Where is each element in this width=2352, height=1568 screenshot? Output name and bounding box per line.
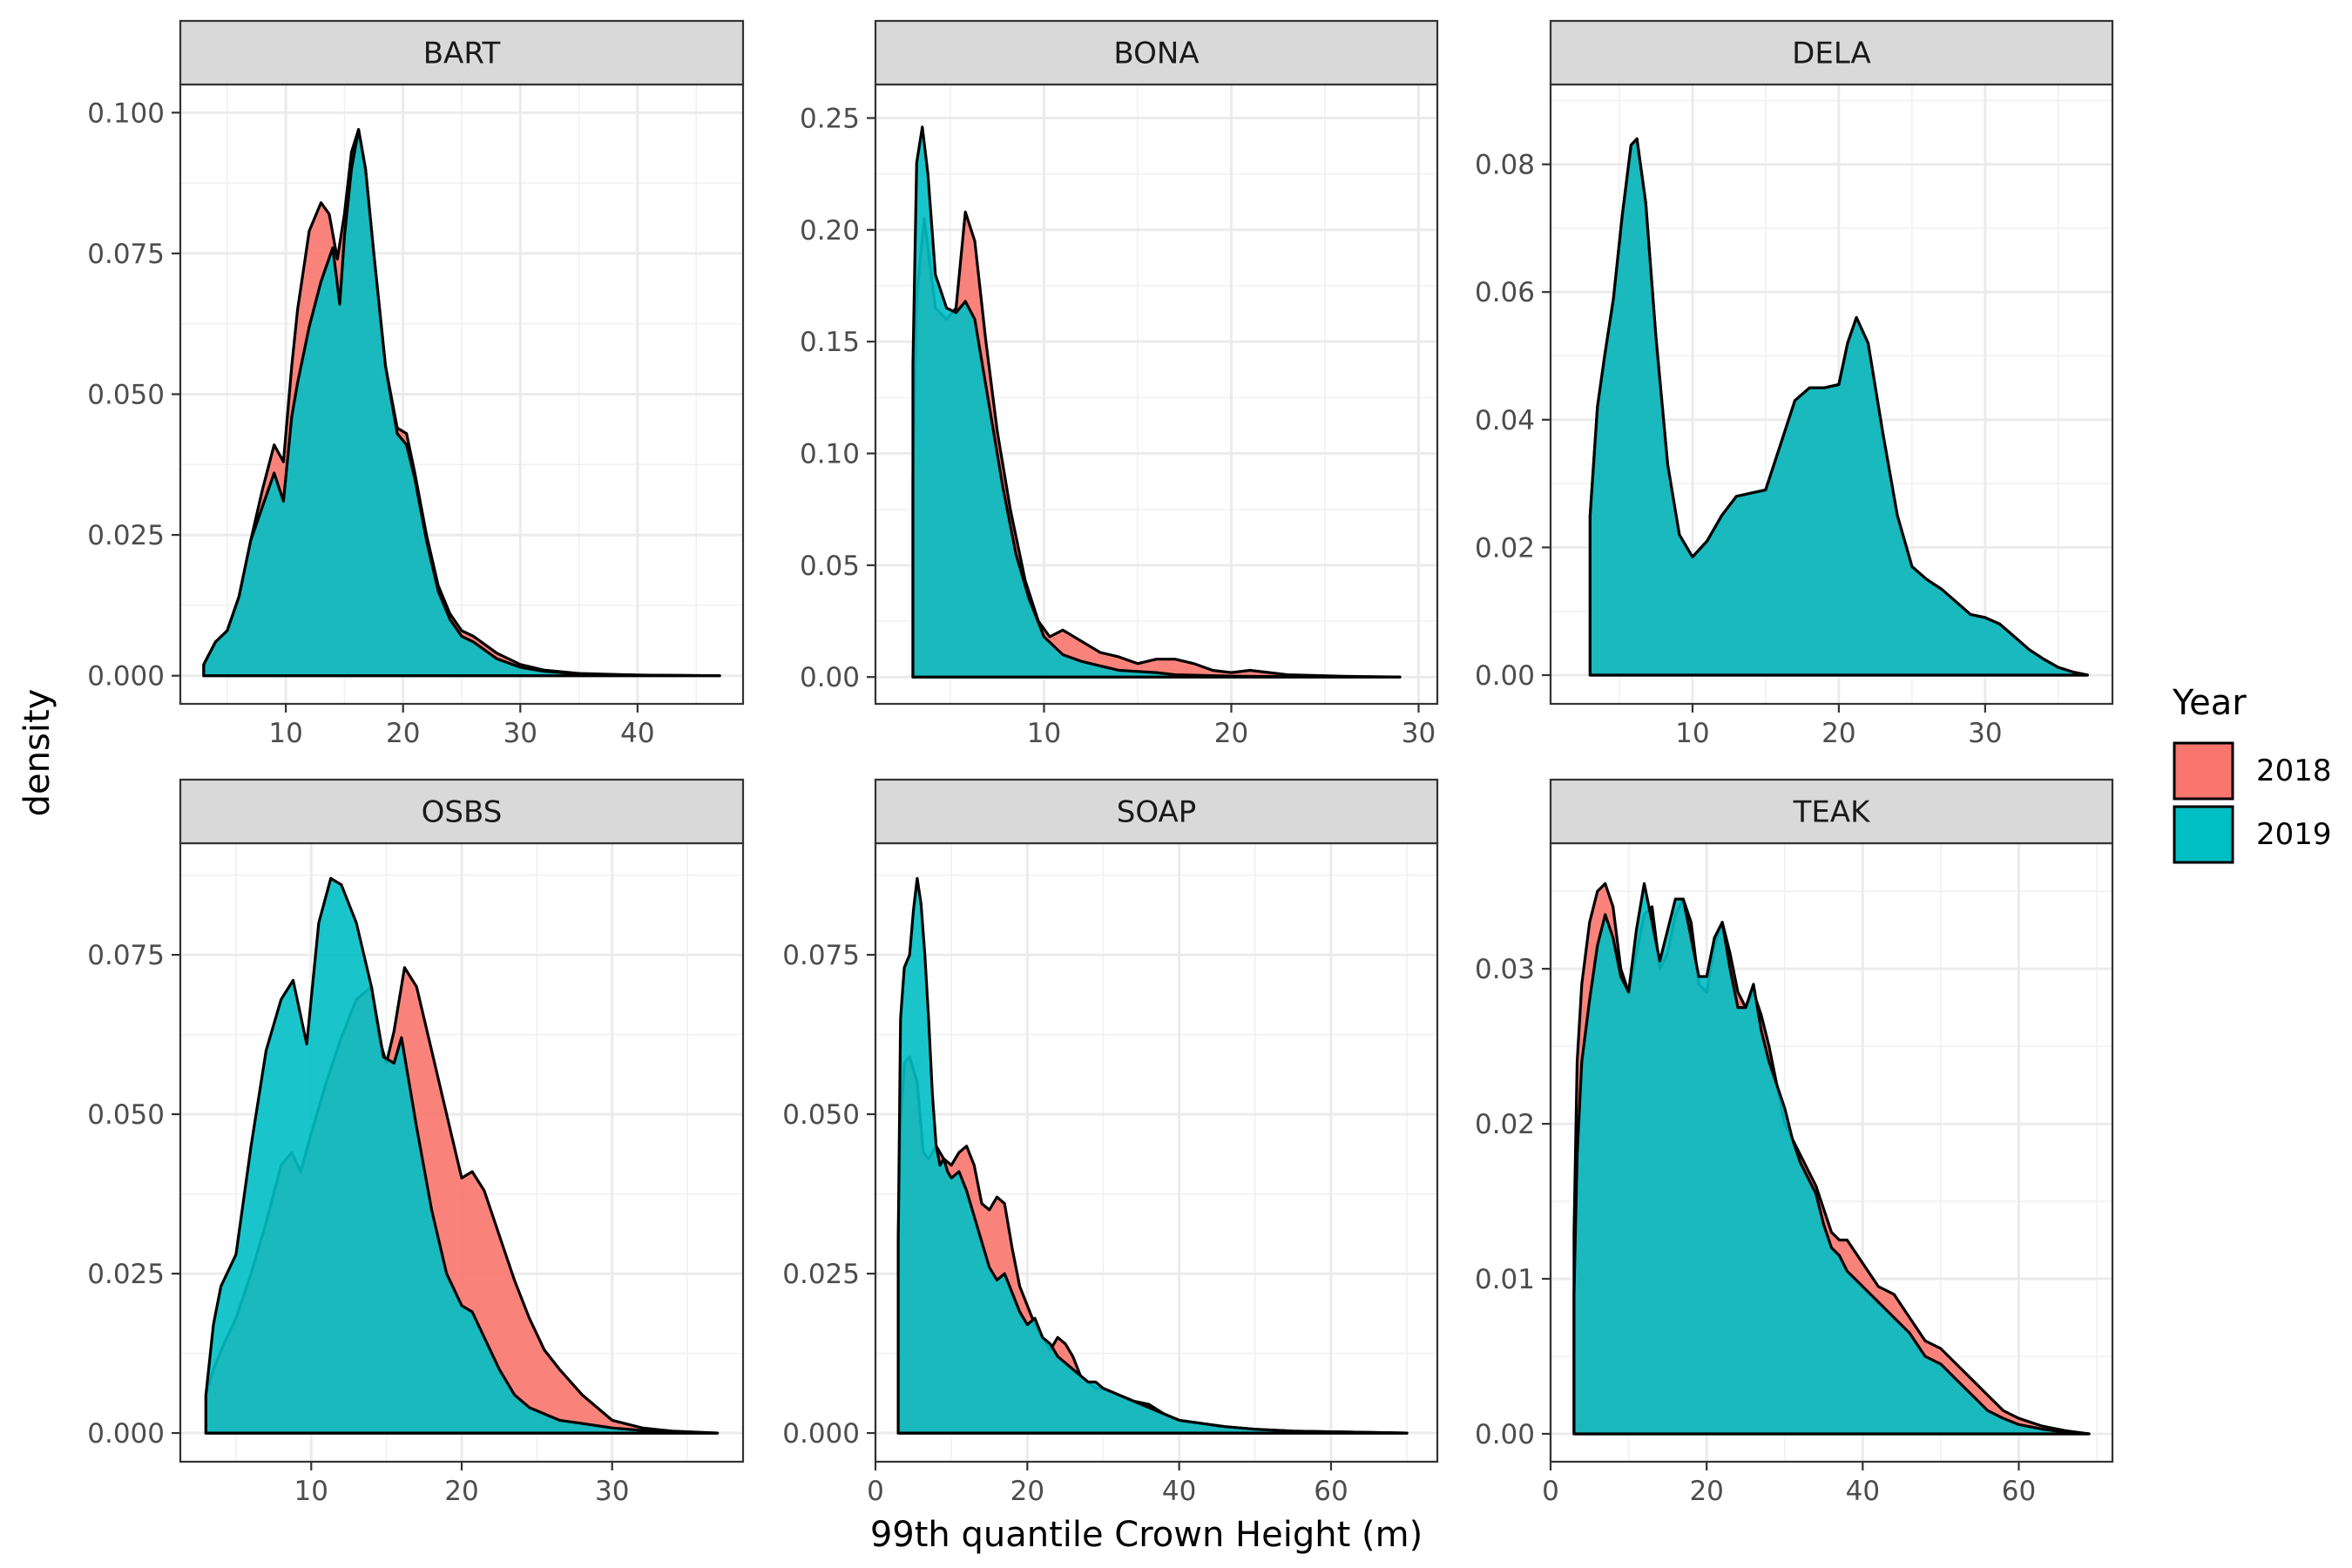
y-tick-label: 0.06 bbox=[1475, 277, 1535, 308]
x-tick-label: 20 bbox=[1010, 1476, 1044, 1507]
y-tick-label: 0.04 bbox=[1475, 405, 1535, 436]
x-tick-label: 20 bbox=[1689, 1476, 1723, 1507]
x-tick-label: 0 bbox=[867, 1476, 884, 1507]
x-tick-label: 10 bbox=[1027, 718, 1061, 749]
x-tick-label: 40 bbox=[1846, 1476, 1880, 1507]
y-tick-label: 0.050 bbox=[87, 1099, 165, 1131]
y-tick-label: 0.075 bbox=[87, 239, 165, 270]
y-tick-label: 0.100 bbox=[87, 98, 165, 129]
legend-key-2018 bbox=[2173, 741, 2234, 801]
y-axis-title: density bbox=[17, 689, 57, 817]
facet-dela: DELA 10 20 30 0.00 0.02 0.04 0.06 0.08 bbox=[1475, 19, 2114, 749]
y-tick-label: 0.000 bbox=[782, 1418, 860, 1450]
facet-strip-label: DELA bbox=[1792, 37, 1871, 71]
density-area-2019 bbox=[204, 876, 720, 1435]
x-tick-label: 20 bbox=[386, 718, 420, 749]
density-area-2019 bbox=[1572, 882, 2091, 1436]
y-tick-label: 0.00 bbox=[1475, 660, 1535, 692]
facet-strip-label: BONA bbox=[1113, 37, 1199, 71]
y-tick-label: 0.050 bbox=[782, 1099, 860, 1131]
y-tick-label: 0.05 bbox=[800, 551, 860, 582]
y-tick-label: 0.00 bbox=[800, 662, 860, 693]
facet-teak: TEAK 0 20 40 60 0.00 0.01 0.02 0.03 bbox=[1475, 778, 2114, 1507]
y-tick-label: 0.15 bbox=[800, 327, 860, 358]
facet-bona: BONA 10 20 30 0.00 0.05 0.10 0.15 0.20 0.25 bbox=[800, 19, 1439, 749]
x-tick-label: 10 bbox=[268, 718, 302, 749]
facet-strip bbox=[179, 19, 745, 86]
y-tick-label: 0.000 bbox=[87, 1418, 165, 1450]
y-tick-label: 0.10 bbox=[800, 439, 860, 470]
facet-bart: BART 10 20 30 40 0.000 0.025 0.050 0.075 0.100 bbox=[87, 19, 745, 749]
x-tick-label: 40 bbox=[1162, 1476, 1196, 1507]
facet-soap: SOAP 0 20 40 60 0.000 0.025 0.050 0.075 bbox=[782, 778, 1439, 1507]
y-tick-label: 0.08 bbox=[1475, 150, 1535, 181]
facet-strip bbox=[874, 778, 1439, 845]
x-tick-label: 20 bbox=[1821, 718, 1855, 749]
x-tick-label: 0 bbox=[1542, 1476, 1559, 1507]
facet-strip bbox=[874, 19, 1439, 86]
y-tick-label: 0.03 bbox=[1475, 954, 1535, 985]
x-tick-label: 10 bbox=[1675, 718, 1709, 749]
facet-osbs: OSBS 10 20 30 0.000 0.025 0.050 0.075 bbox=[87, 778, 745, 1507]
legend-label-2019: 2019 bbox=[2256, 817, 2332, 852]
x-tick-label: 40 bbox=[620, 718, 654, 749]
y-tick-label: 0.025 bbox=[87, 1259, 165, 1290]
legend: Year 2018 2019 bbox=[2172, 683, 2332, 864]
y-tick-label: 0.075 bbox=[782, 940, 860, 971]
x-tick-label: 20 bbox=[1214, 718, 1248, 749]
y-tick-label: 0.075 bbox=[87, 940, 165, 971]
density-area-2019 bbox=[896, 876, 1409, 1435]
y-tick-label: 0.02 bbox=[1475, 532, 1535, 564]
legend-title: Year bbox=[2172, 683, 2247, 723]
legend-key-2019 bbox=[2173, 805, 2234, 864]
density-area-2019 bbox=[202, 128, 721, 678]
y-tick-label: 0.00 bbox=[1475, 1419, 1535, 1450]
facet-strip bbox=[1549, 778, 2114, 845]
x-tick-label: 30 bbox=[595, 1476, 629, 1507]
y-tick-label: 0.000 bbox=[87, 661, 165, 693]
facet-strip-label: BART bbox=[423, 37, 501, 71]
y-tick-label: 0.025 bbox=[782, 1259, 860, 1290]
x-tick-label: 20 bbox=[444, 1476, 478, 1507]
x-tick-label: 30 bbox=[504, 718, 537, 749]
y-tick-label: 0.025 bbox=[87, 520, 165, 551]
x-tick-label: 10 bbox=[294, 1476, 328, 1507]
x-axis-title: 99th quantile Crown Height (m) bbox=[870, 1515, 1423, 1555]
density-area-2019 bbox=[1588, 137, 2089, 677]
y-tick-label: 0.02 bbox=[1475, 1109, 1535, 1140]
x-tick-label: 30 bbox=[1968, 718, 2002, 749]
y-tick-label: 0.20 bbox=[800, 215, 860, 247]
facet-strip bbox=[179, 778, 745, 845]
facet-strip-label: SOAP bbox=[1117, 795, 1197, 830]
y-tick-label: 0.25 bbox=[800, 104, 860, 135]
x-tick-label: 30 bbox=[1402, 718, 1436, 749]
facet-strip-label: OSBS bbox=[422, 795, 503, 830]
y-tick-label: 0.050 bbox=[87, 380, 165, 411]
density-area-2019 bbox=[911, 125, 1402, 679]
y-tick-label: 0.01 bbox=[1475, 1264, 1535, 1295]
legend-label-2018: 2018 bbox=[2256, 754, 2332, 788]
facet-strip-label: TEAK bbox=[1793, 795, 1872, 830]
facet-strip bbox=[1549, 19, 2114, 86]
x-tick-label: 60 bbox=[2002, 1476, 2036, 1507]
x-tick-label: 60 bbox=[1314, 1476, 1348, 1507]
